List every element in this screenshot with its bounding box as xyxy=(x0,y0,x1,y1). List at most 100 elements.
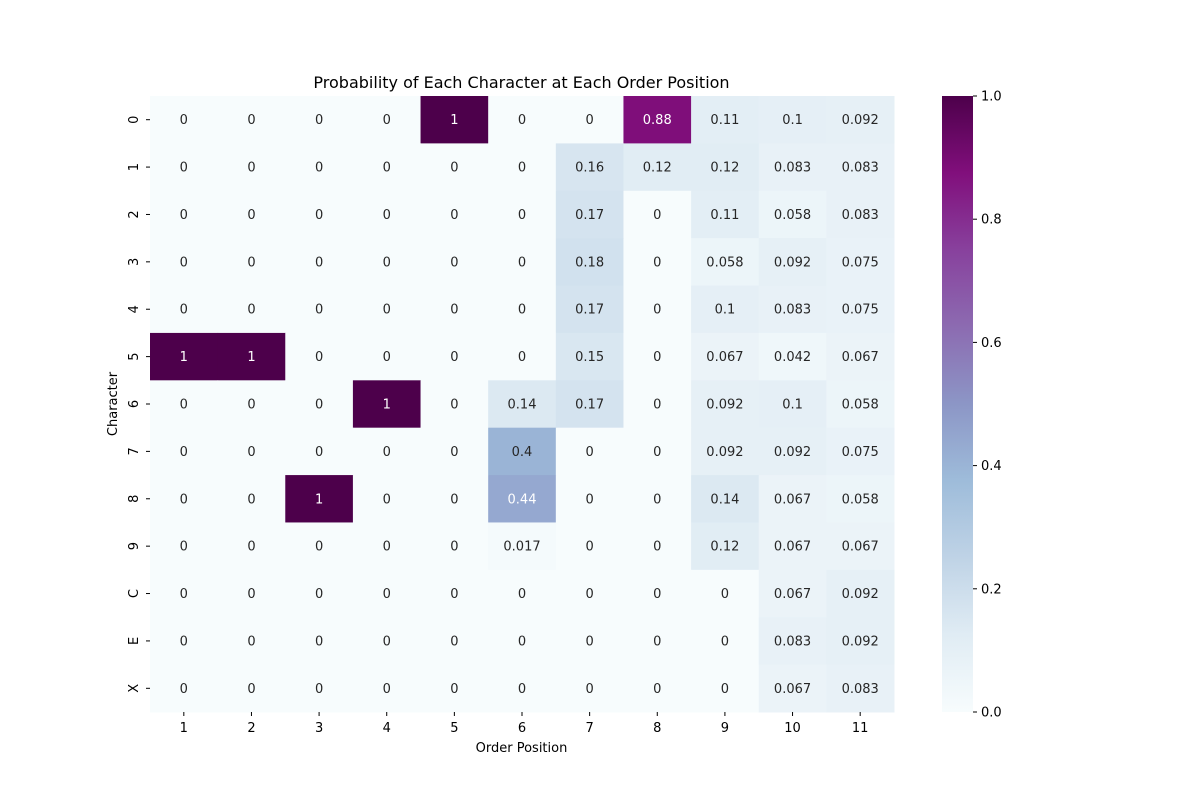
cell-value-label: 0 xyxy=(315,682,323,697)
cell-value-label: 0 xyxy=(518,350,526,365)
cell-value-label: 0 xyxy=(315,208,323,223)
y-axis: 0 1 2 3 4 5 6 7 8 9 C E X xyxy=(127,116,150,693)
heatmap-cell xyxy=(217,332,286,381)
heatmap-cell xyxy=(420,664,489,713)
heatmap-cell xyxy=(826,332,895,381)
heatmap-cell xyxy=(758,380,827,429)
heatmap-cell xyxy=(623,427,692,476)
heatmap-cell xyxy=(826,427,895,476)
cell-value-label: 0 xyxy=(518,682,526,697)
cell-value-label: 0.11 xyxy=(710,208,739,223)
heatmap-cell xyxy=(488,569,557,618)
cell-value-label: 0 xyxy=(450,398,458,413)
heatmap-cell xyxy=(488,143,557,192)
heatmap-cell xyxy=(150,96,219,144)
heatmap-cell xyxy=(150,617,219,666)
cell-value-label: 0 xyxy=(450,587,458,602)
y-tick-label: X xyxy=(127,684,142,693)
heatmap-cell xyxy=(691,285,760,334)
cell-value-label: 0 xyxy=(518,161,526,176)
y-tick-label: 2 xyxy=(127,210,142,218)
cell-value-label: 0 xyxy=(653,445,661,460)
cell-value-label: 0 xyxy=(518,113,526,128)
heatmap-cell xyxy=(217,475,286,523)
cell-value-label: 0 xyxy=(315,540,323,555)
cell-value-label: 1 xyxy=(180,350,188,365)
cell-value-label: 0 xyxy=(180,161,188,176)
heatmap-cell xyxy=(488,522,557,571)
heatmap-cell xyxy=(555,664,624,713)
heatmap-cell xyxy=(758,427,827,476)
colorbar-tick-label: 0.2 xyxy=(981,582,1002,597)
heatmap-cell xyxy=(285,569,354,618)
heatmap-cell xyxy=(691,96,760,144)
heatmap-cell xyxy=(691,569,760,618)
cell-value-label: 0.042 xyxy=(774,350,811,365)
cell-value-label: 0 xyxy=(315,303,323,318)
cell-value-label: 0.067 xyxy=(842,540,879,555)
x-tick-label: 6 xyxy=(518,721,526,736)
heatmap-cell xyxy=(420,380,489,429)
heatmap-cell xyxy=(217,285,286,334)
heatmap-cell xyxy=(488,475,557,523)
cell-value-label: 0 xyxy=(383,161,391,176)
cell-value-label: 0.075 xyxy=(842,255,879,270)
colorbar-gradient xyxy=(942,96,973,712)
cell-value-label: 0.11 xyxy=(710,113,739,128)
heatmap-cell xyxy=(555,238,624,287)
y-tick-label: 7 xyxy=(127,447,142,455)
cell-value-label: 0.083 xyxy=(774,634,811,649)
cell-value-label: 0 xyxy=(180,587,188,602)
heatmap-cell xyxy=(758,285,827,334)
cell-value-label: 0 xyxy=(247,587,255,602)
cell-value-label: 0 xyxy=(315,445,323,460)
x-tick-label: 3 xyxy=(315,721,323,736)
cell-value-label: 0.4 xyxy=(512,445,533,460)
cell-value-label: 0 xyxy=(383,682,391,697)
heatmap-cell xyxy=(420,522,489,571)
heatmap-cell xyxy=(352,664,422,713)
cell-value-label: 0 xyxy=(653,587,661,602)
heatmap-cell xyxy=(420,427,489,476)
y-tick-label: 4 xyxy=(127,305,142,313)
heatmap-cell xyxy=(420,190,489,239)
cell-value-label: 0.16 xyxy=(575,161,604,176)
heatmap-cell xyxy=(352,285,422,334)
heatmap-cell xyxy=(352,190,422,239)
heatmap-cell xyxy=(691,143,760,192)
cell-value-label: 0.067 xyxy=(774,540,811,555)
heatmap-cell xyxy=(150,522,219,571)
y-tick-label: 6 xyxy=(127,400,142,408)
cell-value-label: 0.14 xyxy=(710,492,739,507)
heatmap-cell xyxy=(352,143,422,192)
heatmap-cell xyxy=(488,285,557,334)
heatmap-cell xyxy=(285,617,354,666)
cell-value-label: 0 xyxy=(518,255,526,270)
colorbar-tick-label: 0.6 xyxy=(981,336,1002,351)
cell-value-label: 0.88 xyxy=(643,113,672,128)
heatmap-cell xyxy=(217,664,286,713)
cell-value-label: 0 xyxy=(721,587,729,602)
heatmap-cell xyxy=(555,427,624,476)
cell-value-label: 0 xyxy=(653,492,661,507)
x-tick-label: 7 xyxy=(585,721,593,736)
heatmap-cell xyxy=(217,617,286,666)
cell-value-label: 0.17 xyxy=(575,303,604,318)
heatmap-cell xyxy=(826,617,895,666)
cell-value-label: 0.17 xyxy=(575,208,604,223)
heatmap-cell xyxy=(217,427,286,476)
x-tick-label: 9 xyxy=(721,721,729,736)
x-axis-label: Order Position xyxy=(476,741,568,756)
heatmap-cell xyxy=(623,380,692,429)
heatmap-cell xyxy=(826,664,895,713)
heatmap-cell xyxy=(623,569,692,618)
heatmap-cell xyxy=(758,475,827,523)
cell-value-label: 1 xyxy=(450,113,458,128)
cell-value-label: 0 xyxy=(247,113,255,128)
cell-value-label: 0 xyxy=(450,682,458,697)
cell-value-label: 0.075 xyxy=(842,445,879,460)
heatmap-cell xyxy=(758,332,827,381)
heatmap-cell xyxy=(420,617,489,666)
